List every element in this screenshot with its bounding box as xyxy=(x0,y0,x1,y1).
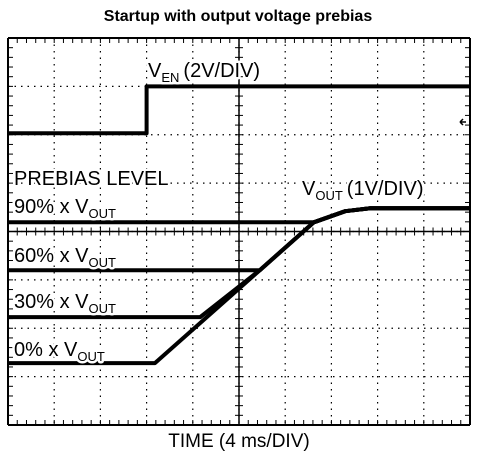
annotation-scale: (1V/DIV) xyxy=(347,178,424,200)
annotation-subscript: EN xyxy=(161,70,179,85)
annotation-subscript: OUT xyxy=(88,301,116,316)
x-axis-label: TIME (4 ms/DIV) xyxy=(168,431,309,452)
annotation: PREBIAS LEVEL xyxy=(14,168,169,190)
chart-title: Startup with output voltage prebias xyxy=(104,8,373,25)
annotation-text: 90% x V xyxy=(14,196,89,218)
annotation: 30% x VOUT xyxy=(14,291,116,316)
annotation-text: PREBIAS LEVEL xyxy=(14,168,169,190)
annotation-text: 30% x V xyxy=(14,291,89,313)
trace xyxy=(8,206,470,225)
annotation-text: 0% x V xyxy=(14,339,78,361)
annotation: VOUT (1V/DIV) xyxy=(302,178,423,203)
annotation: 90% x VOUT xyxy=(14,196,116,221)
annotation-text: V xyxy=(148,60,162,82)
annotation: 0% x VOUT xyxy=(14,339,105,364)
annotation-subscript: OUT xyxy=(315,188,343,203)
annotation-text: V xyxy=(302,178,316,200)
annotation: 60% x VOUT xyxy=(14,245,116,270)
annotation: VEN (2V/DIV) xyxy=(148,60,260,85)
ground-marker xyxy=(459,118,466,126)
trace xyxy=(8,84,470,136)
annotation-subscript: OUT xyxy=(88,206,116,221)
annotation-text: 60% x V xyxy=(14,245,89,267)
annotation-scale: (2V/DIV) xyxy=(183,60,260,82)
annotation-subscript: OUT xyxy=(88,255,116,270)
annotation-subscript: OUT xyxy=(77,349,105,364)
